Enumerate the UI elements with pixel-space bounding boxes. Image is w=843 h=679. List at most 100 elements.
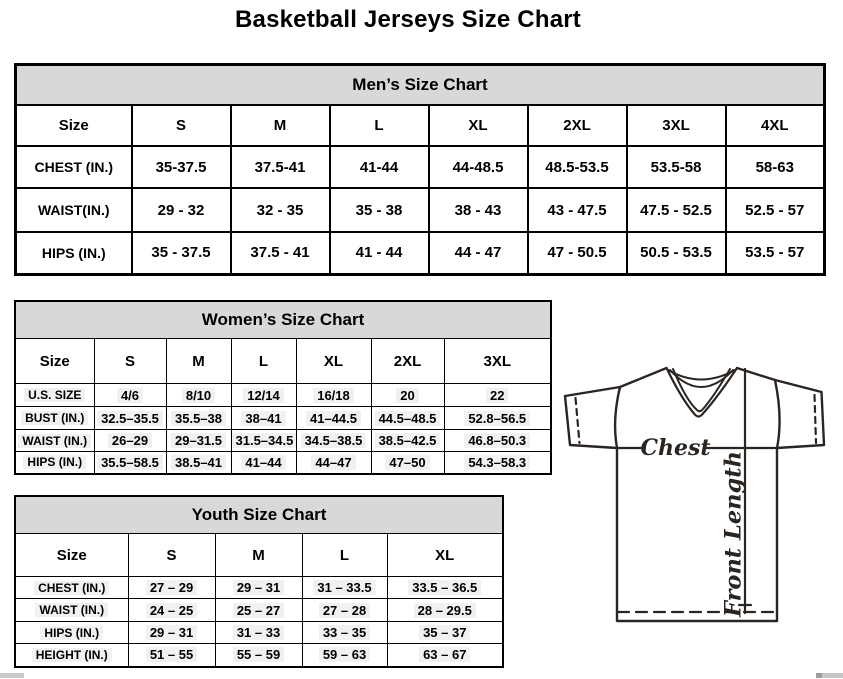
youth-chart-title: Youth Size Chart [14,495,504,534]
size-value: 44 - 47 [427,231,529,275]
column-header-2xl: 2XL [526,104,628,147]
size-value: 28 – 29.5 [386,598,504,622]
table-row: CHEST (IN.) 27 – 29 29 – 31 31 – 33.5 33… [14,576,504,599]
table-row: HEIGHT (IN.) 51 – 55 55 – 59 59 – 63 63 … [14,643,504,667]
row-label: HEIGHT (IN.) [14,643,129,667]
row-label: BUST (IN.) [14,406,95,430]
size-value: 34.5–38.5 [295,429,372,452]
column-header-xl: XL [386,533,504,577]
table-row: WAIST (IN.) 24 – 25 25 – 27 27 – 28 28 –… [14,598,504,622]
size-value: 29–31.5 [165,429,232,452]
table-row: CHEST (IN.) 35-37.5 37.5-41 41-44 44-48.… [14,145,826,189]
column-header-l: L [230,338,297,384]
mens-size-table: Men’s Size Chart Size S M L XL 2XL 3XL 4… [14,63,826,276]
size-value: 32 - 35 [229,187,331,233]
size-value: 35 - 38 [328,187,430,233]
size-value: 63 – 67 [386,643,504,667]
size-value: 44-48.5 [427,145,529,189]
column-header-m: M [229,104,331,147]
size-value: 55 – 59 [214,643,303,667]
size-value: 51 – 55 [127,643,216,667]
horizontal-scrollbar-fragment-left[interactable] [0,673,24,678]
womens-size-table: Women’s Size Chart Size S M L XL 2XL 3XL… [14,300,552,475]
size-value: 48.5-53.5 [526,145,628,189]
table-row: WAIST (IN.) 26–29 29–31.5 31.5–34.5 34.5… [14,429,552,452]
row-label: WAIST(IN.) [14,187,133,233]
size-value: 47.5 - 52.5 [625,187,727,233]
row-label: U.S. SIZE [14,383,95,407]
size-value: 31 – 33.5 [301,576,388,599]
size-value: 38.5–42.5 [370,429,445,452]
size-value: 31.5–34.5 [230,429,297,452]
size-value: 35.5–58.5 [93,451,167,474]
column-header-4xl: 4XL [724,104,826,147]
size-value: 37.5-41 [229,145,331,189]
size-value: 20 [370,383,445,407]
size-value: 24 – 25 [127,598,216,622]
size-value: 35-37.5 [130,145,232,189]
size-value: 29 – 31 [127,621,216,644]
size-value: 41-44 [328,145,430,189]
size-value: 43 - 47.5 [526,187,628,233]
youth-header-row: Size S M L XL [14,533,504,577]
horizontal-scrollbar-fragment-right[interactable] [816,673,843,678]
size-value: 32.5–35.5 [93,406,167,430]
size-value: 22 [443,383,552,407]
youth-size-table: Youth Size Chart Size S M L XL CHEST (IN… [14,495,504,668]
size-value: 27 – 28 [301,598,388,622]
size-value: 27 – 29 [127,576,216,599]
size-value: 47–50 [370,451,445,474]
column-header-s: S [127,533,216,577]
column-header-xl: XL [295,338,372,384]
column-header-size: Size [14,104,133,147]
right-cuff-stitch-line [813,393,818,445]
row-label: CHEST (IN.) [14,576,129,599]
chest-label: Chest [640,435,710,461]
front-length-line [737,367,753,615]
table-row: BUST (IN.) 32.5–35.5 35.5–38 38–41 41–44… [14,406,552,430]
column-header-m: M [214,533,303,577]
size-value: 25 – 27 [214,598,303,622]
size-value: 29 – 31 [214,576,303,599]
size-value: 46.8–50.3 [443,429,552,452]
mens-size-chart: Men’s Size Chart Size S M L XL 2XL 3XL 4… [14,63,826,276]
womens-chart-title: Women’s Size Chart [14,300,552,339]
row-label: WAIST (IN.) [14,598,129,622]
front-length-label: Front Length [721,451,747,618]
jersey-outline [563,366,826,623]
column-header-m: M [165,338,232,384]
size-value: 12/14 [230,383,297,407]
size-value: 47 - 50.5 [526,231,628,275]
size-value: 26–29 [93,429,167,452]
mens-chart-title: Men’s Size Chart [14,63,826,106]
size-value: 16/18 [295,383,372,407]
size-value: 38–41 [230,406,297,430]
left-cuff-stitch-line [574,396,581,445]
size-value: 35 – 37 [386,621,504,644]
column-header-2xl: 2XL [370,338,445,384]
size-value: 50.5 - 53.5 [625,231,727,275]
size-value: 44–47 [295,451,372,474]
table-row: HIPS (IN.) 29 – 31 31 – 33 33 – 35 35 – … [14,621,504,644]
size-value: 41–44.5 [295,406,372,430]
column-header-l: L [328,104,430,147]
size-value: 58-63 [724,145,826,189]
size-value: 38 - 43 [427,187,529,233]
size-value: 8/10 [165,383,232,407]
table-row: WAIST(IN.) 29 - 32 32 - 35 35 - 38 38 - … [14,187,826,233]
row-label: CHEST (IN.) [14,145,133,189]
column-header-s: S [93,338,167,384]
row-label: HIPS (IN.) [14,231,133,275]
mens-header-row: Size S M L XL 2XL 3XL 4XL [14,104,826,147]
size-value: 52.8–56.5 [443,406,552,430]
size-value: 4/6 [93,383,167,407]
column-header-3xl: 3XL [443,338,552,384]
row-label: HIPS (IN.) [14,451,95,474]
womens-size-chart: Women’s Size Chart Size S M L XL 2XL 3XL… [14,300,552,475]
table-row: HIPS (IN.) 35.5–58.5 38.5–41 41–44 44–47… [14,451,552,474]
size-value: 41–44 [230,451,297,474]
page-title: Basketball Jerseys Size Chart [235,6,581,33]
size-value: 35 - 37.5 [130,231,232,275]
size-value: 35.5–38 [165,406,232,430]
row-label: HIPS (IN.) [14,621,129,644]
